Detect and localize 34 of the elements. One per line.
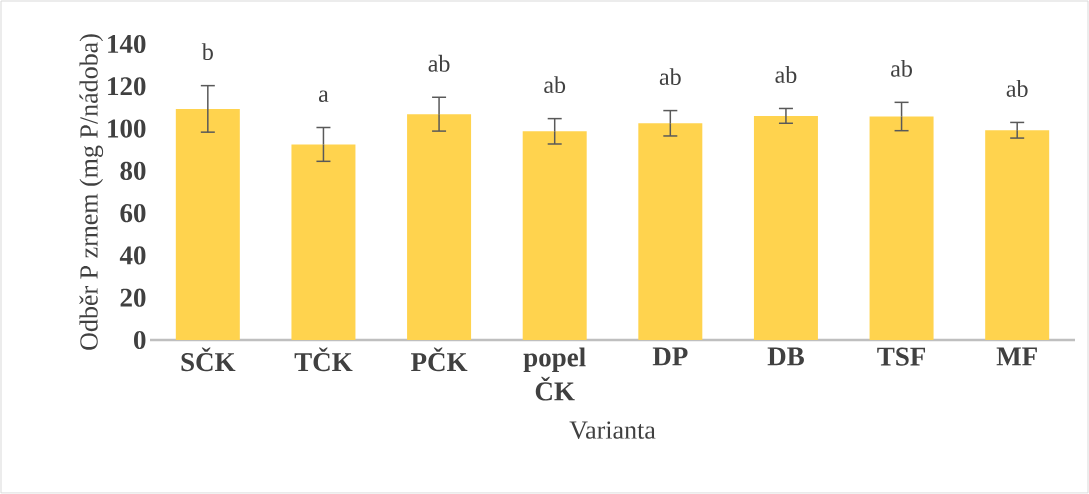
bar xyxy=(522,131,587,340)
bar xyxy=(175,108,240,340)
y-tick-label: 120 xyxy=(108,77,146,96)
y-tick-label: 0 xyxy=(134,330,146,350)
annotation: ab xyxy=(891,59,912,77)
bar xyxy=(985,130,1050,340)
bar xyxy=(869,116,934,340)
x-tick-label: TSF xyxy=(877,347,926,366)
x-tick-label: DB xyxy=(767,347,804,366)
x-tick-label: TČK xyxy=(294,347,353,372)
annotation: b xyxy=(201,43,213,61)
x-axis-title: Varianta xyxy=(569,421,656,439)
x-tick-label: DP xyxy=(652,347,688,366)
y-tick-label: 20 xyxy=(120,288,146,307)
bar xyxy=(407,114,472,340)
y-tick-label: 80 xyxy=(120,161,146,180)
x-tick-label: PČK xyxy=(411,347,468,372)
x-tick-label: popel ČK xyxy=(523,347,586,401)
y-axis-title: Odběr P zrnem (mg P/nádoba) xyxy=(79,34,104,350)
y-tick-label: 60 xyxy=(120,204,146,223)
y-tick-label: 40 xyxy=(119,246,146,265)
annotation: ab xyxy=(775,66,797,83)
bar xyxy=(291,144,356,340)
annotation: ab xyxy=(544,76,566,94)
annotation: ab xyxy=(428,54,450,72)
y-tick-label: 100 xyxy=(108,119,146,138)
bar xyxy=(638,123,703,340)
x-tick-label: MF xyxy=(996,347,1037,366)
x-tick-label: SČK xyxy=(181,347,236,372)
bar xyxy=(753,115,818,340)
annotation: ab xyxy=(659,68,681,86)
annotation: ab xyxy=(1006,80,1028,97)
annotation: a xyxy=(318,90,329,102)
y-tick-label: 140 xyxy=(108,34,146,54)
